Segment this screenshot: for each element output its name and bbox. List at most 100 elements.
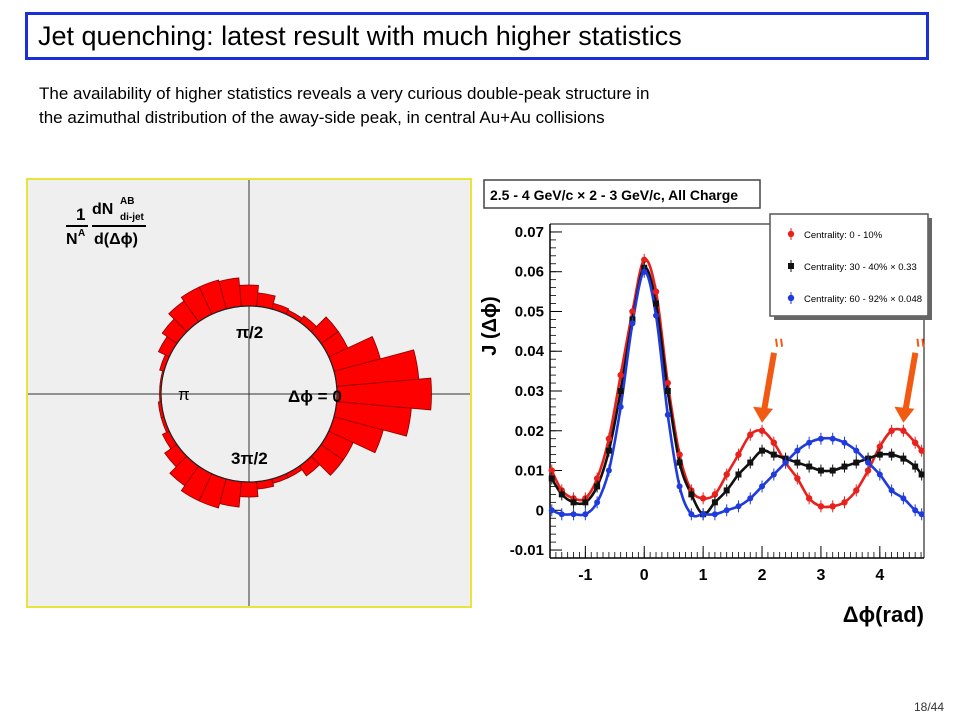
slide-title-box: Jet quenching: latest result with much h…	[25, 12, 929, 60]
polar-label-zero: Δϕ = 0	[288, 387, 342, 406]
y-tick-label: 0.07	[515, 224, 544, 241]
y-tick-label: 0.04	[515, 343, 545, 360]
data-point	[641, 256, 648, 263]
intro-text: The availability of higher statistics re…	[39, 82, 929, 130]
data-point	[829, 503, 836, 510]
data-point	[853, 459, 860, 466]
plot-points	[548, 253, 925, 521]
data-point	[817, 467, 824, 474]
correlation-svg: 2.5 - 4 GeV/c × 2 - 3 GeV/c, All Charge …	[479, 179, 932, 627]
data-point	[723, 487, 730, 494]
plot-ylabel: J (Δϕ)	[479, 296, 501, 355]
data-point	[653, 312, 660, 319]
peak-arrow-shaft	[902, 352, 919, 412]
data-point	[747, 459, 754, 466]
data-point	[548, 467, 555, 474]
polar-bar	[239, 481, 259, 498]
polar-label-den1: N	[66, 231, 78, 248]
legend-shadow-bottom	[774, 316, 932, 320]
data-point	[900, 495, 907, 502]
polar-label-den1-sup: A	[78, 228, 85, 239]
series-curve	[551, 270, 923, 518]
polar-label-three-pi-half: 3π/2	[231, 449, 268, 468]
data-point	[841, 499, 848, 506]
correlation-plot: 2.5 - 4 GeV/c × 2 - 3 GeV/c, All Charge …	[478, 176, 940, 636]
data-point	[641, 268, 648, 275]
data-point	[548, 475, 555, 482]
plot-legend: Centrality: 0 - 10% Centrality: 30 - 40% …	[769, 213, 932, 320]
intro-line-2: the azimuthal distribution of the away-s…	[39, 108, 605, 127]
data-point	[806, 439, 813, 446]
data-point	[794, 447, 801, 454]
data-point	[747, 495, 754, 502]
data-point	[735, 503, 742, 510]
x-tick-label: -1	[578, 567, 592, 584]
data-point	[853, 447, 860, 454]
data-point	[617, 403, 624, 410]
data-point	[817, 435, 824, 442]
data-point	[770, 471, 777, 478]
polar-axis-label: 1 dN AB di-jet N A d(Δϕ)	[66, 196, 146, 248]
plot-arrows	[753, 338, 925, 423]
data-point	[912, 507, 919, 514]
data-point	[759, 447, 766, 454]
data-point	[605, 467, 612, 474]
polar-baseline-circle	[160, 305, 338, 483]
peak-arrow-tick	[780, 338, 784, 347]
data-point	[570, 511, 577, 518]
data-point	[770, 439, 778, 446]
y-tick-label: 0.06	[515, 264, 544, 281]
y-tick-label: 0.02	[515, 423, 544, 440]
data-point	[918, 447, 925, 454]
legend-box	[769, 213, 929, 317]
data-point	[605, 435, 613, 442]
data-point	[841, 439, 848, 446]
data-point	[652, 288, 660, 295]
data-point	[664, 388, 671, 394]
y-tick-label: 0	[536, 502, 544, 519]
data-point	[617, 388, 624, 394]
data-point	[664, 411, 671, 418]
page-number: 18/44	[913, 700, 944, 714]
data-point	[558, 511, 565, 518]
data-point	[617, 371, 624, 379]
data-point	[794, 475, 801, 482]
legend-label: Centrality: 30 - 40% × 0.33	[804, 262, 917, 273]
data-point	[853, 487, 860, 494]
data-point	[900, 455, 907, 462]
data-point	[806, 463, 813, 470]
polar-label-num2: dN	[92, 201, 113, 218]
data-point	[747, 431, 754, 438]
slide-title: Jet quenching: latest result with much h…	[38, 20, 682, 51]
data-point	[911, 439, 919, 446]
data-point	[912, 463, 919, 470]
polar-svg: 1 dN AB di-jet N A d(Δϕ) π/2 π Δϕ = 0 3π…	[26, 178, 472, 608]
data-point	[888, 487, 895, 494]
data-point	[629, 308, 636, 315]
data-point	[594, 499, 601, 506]
data-point	[723, 471, 730, 478]
data-point	[829, 435, 836, 442]
data-point	[782, 459, 789, 466]
data-point	[629, 320, 636, 327]
x-tick-label: 3	[816, 567, 825, 584]
plot-title: 2.5 - 4 GeV/c × 2 - 3 GeV/c, All Charge	[490, 187, 738, 203]
plot-title-box	[483, 179, 761, 209]
data-point	[918, 511, 925, 518]
peak-arrow-shaft	[761, 352, 777, 412]
data-point	[770, 451, 777, 458]
data-point	[711, 491, 719, 498]
peak-arrow-head	[753, 406, 774, 423]
data-point	[653, 300, 660, 307]
data-point	[829, 467, 836, 474]
peak-arrow-head	[894, 406, 915, 423]
polar-label-pi: π	[178, 385, 190, 404]
data-point	[888, 427, 895, 434]
polar-label-sub: di-jet	[120, 212, 145, 223]
polar-histogram: 1 dN AB di-jet N A d(Δϕ) π/2 π Δϕ = 0 3π…	[26, 178, 472, 608]
data-point	[817, 503, 825, 510]
plot-axes: -0.01 0 0.01 0.02 0.03 0.04 0.05 0.06 0.07 -1 0 1 2 3…	[510, 223, 925, 584]
y-tick-label: 0.05	[515, 303, 544, 320]
polar-label-num1: 1	[76, 205, 85, 224]
data-point	[558, 491, 565, 498]
